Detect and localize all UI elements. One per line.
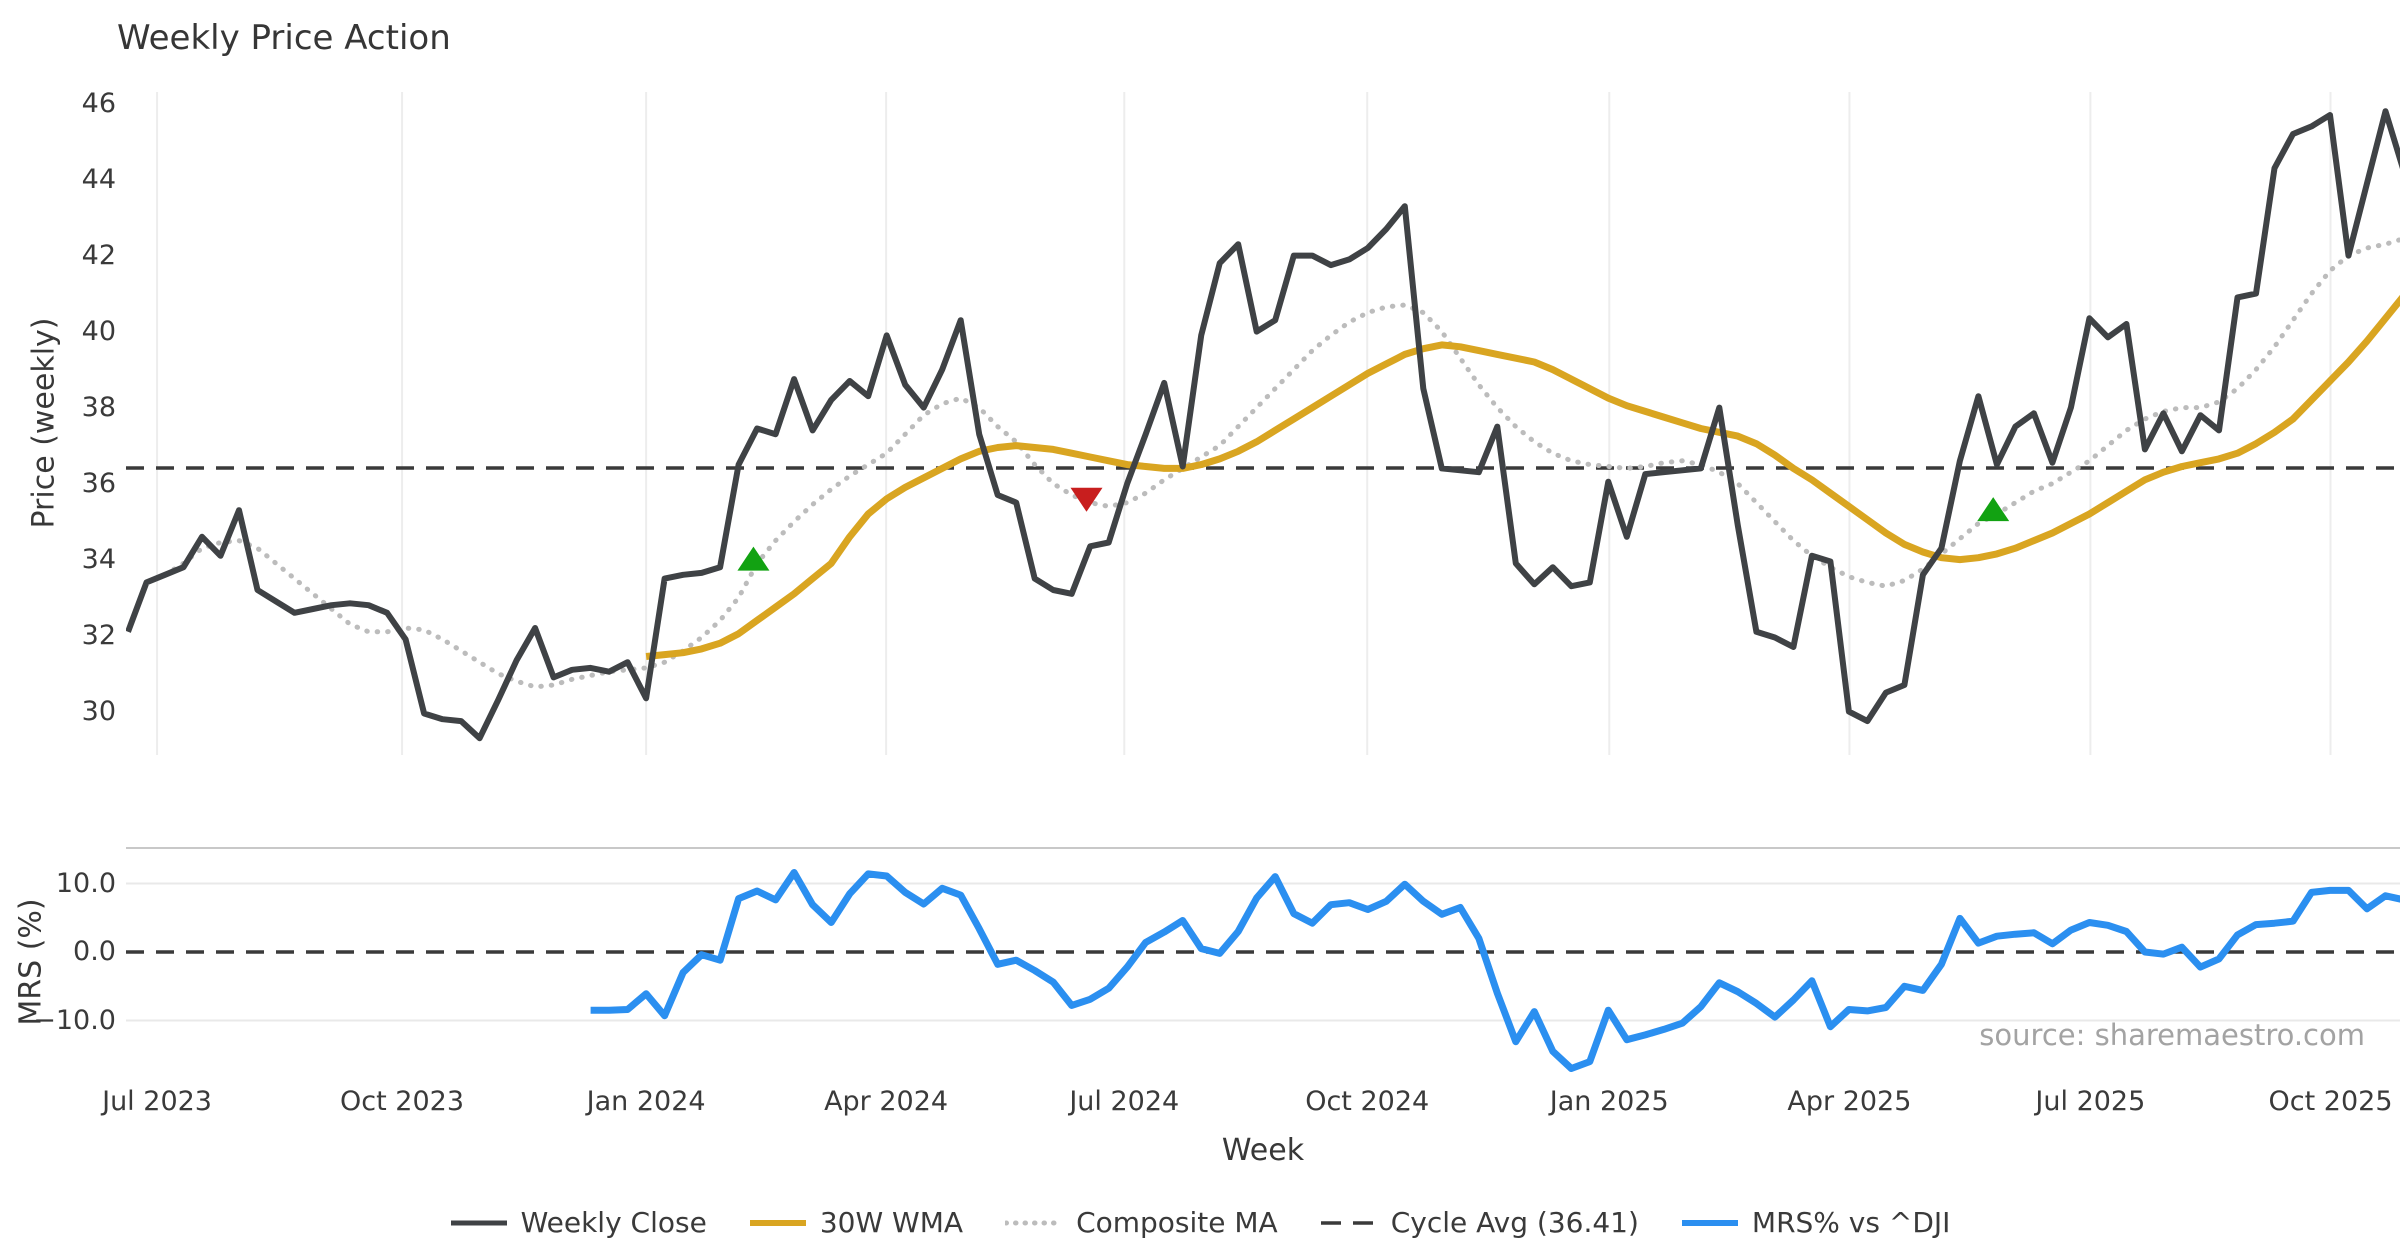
price-tick-label: 34 — [81, 543, 116, 575]
legend-dotted-line-swatch — [1005, 1220, 1064, 1225]
price-tick-label: 40 — [81, 315, 116, 347]
sell-signal-triangle-down — [1070, 487, 1103, 512]
legend-solid-line-swatch — [450, 1220, 507, 1225]
legend-item[interactable]: Cycle Avg (36.41) — [1320, 1206, 1639, 1239]
legend-label: MRS% vs ^DJI — [1751, 1206, 1951, 1239]
x-tick-label: Apr 2024 — [824, 1086, 949, 1117]
x-tick-label: Jul 2025 — [2035, 1086, 2146, 1117]
x-tick-label: Oct 2023 — [340, 1086, 465, 1117]
x-tick-label: Oct 2025 — [2268, 1086, 2393, 1117]
price-tick-label: 36 — [81, 467, 116, 499]
legend-dashed-line-swatch — [1320, 1220, 1377, 1225]
x-axis-title: Week — [1221, 1133, 1305, 1168]
wma-line — [645, 294, 2400, 660]
x-tick-label: Jan 2025 — [1549, 1086, 1669, 1117]
x-tick-label: Oct 2024 — [1305, 1086, 1430, 1117]
source-credit: source: sharemaestro.com — [1979, 1018, 2365, 1052]
price-tick-label: 30 — [81, 695, 116, 727]
price-tick-label: 44 — [81, 163, 116, 195]
legend-item[interactable]: 30W WMA — [749, 1206, 963, 1239]
mrs-tick-label: −10.0 — [33, 1004, 116, 1036]
x-tick-label: Jul 2024 — [1069, 1086, 1180, 1117]
legend-label: Weekly Close — [520, 1206, 707, 1239]
price-tick-label: 46 — [81, 87, 116, 119]
legend-solid-line-swatch — [749, 1219, 806, 1226]
weekly-close-line — [126, 108, 2400, 742]
price-tick-label: 38 — [81, 391, 116, 423]
buy-signal-triangle-up — [737, 546, 770, 571]
mrs-tick-label: 0.0 — [73, 935, 116, 967]
buy-signal-triangle-up — [1977, 497, 2010, 522]
price-tick-label: 42 — [81, 239, 116, 271]
mrs-line — [590, 869, 2400, 1072]
legend: Weekly Close 30W WMA Composite MA Cycle Avg… — [0, 1206, 2400, 1239]
legend-solid-line-swatch — [1681, 1219, 1738, 1226]
chart-title: Weekly Price Action — [117, 18, 451, 58]
price-tick-label: 32 — [81, 619, 116, 651]
legend-label: Composite MA — [1076, 1206, 1278, 1239]
x-tick-label: Jan 2024 — [586, 1086, 706, 1117]
legend-label: Cycle Avg (36.41) — [1390, 1206, 1639, 1239]
mrs-tick-label: 10.0 — [55, 867, 116, 899]
x-tick-label: Jul 2023 — [102, 1086, 212, 1117]
legend-item[interactable]: Weekly Close — [450, 1206, 707, 1239]
composite-ma-line — [162, 237, 2400, 690]
x-tick-label: Apr 2025 — [1787, 1086, 1912, 1117]
legend-item[interactable]: MRS% vs ^DJI — [1681, 1206, 1951, 1239]
legend-item[interactable]: Composite MA — [1005, 1206, 1278, 1239]
legend-label: 30W WMA — [819, 1206, 964, 1239]
